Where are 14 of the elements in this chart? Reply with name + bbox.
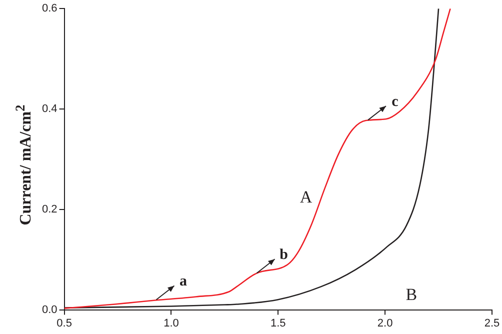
y-tick-label: 0.2 [42, 203, 58, 216]
x-tick-label: 1.0 [164, 317, 179, 330]
x-tick-label: 1.5 [270, 317, 286, 330]
annotation: a [180, 274, 188, 290]
y-tick-label: 0.0 [42, 304, 58, 316]
annotation: b [280, 247, 288, 264]
x-tick-label: 2.0 [377, 317, 393, 330]
y-tick-label: 0.6 [42, 2, 58, 15]
annotation: c [392, 94, 399, 110]
y-tick-label: 0.4 [42, 103, 58, 116]
series-label: A [300, 187, 313, 206]
text: B [406, 284, 418, 304]
x-tick-label: 2.5 [484, 317, 500, 330]
x-tick-label: 0.5 [56, 317, 72, 330]
